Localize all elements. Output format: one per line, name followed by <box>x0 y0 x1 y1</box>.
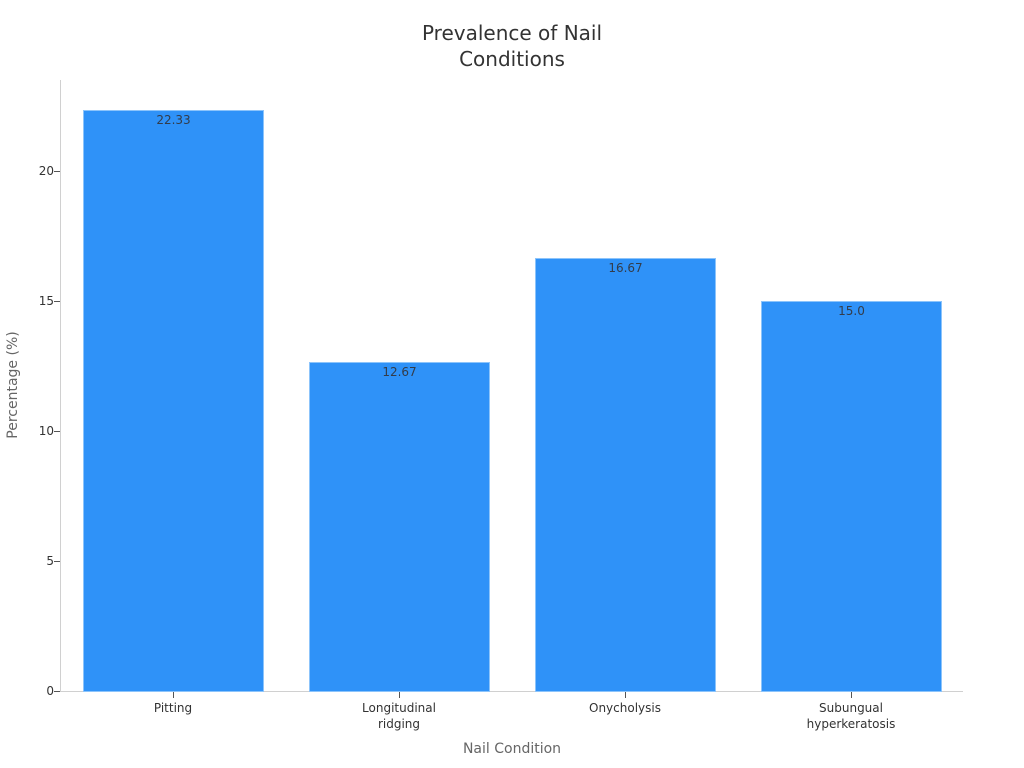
y-tick <box>54 561 60 562</box>
chart-title-line-2: Conditions <box>459 47 565 71</box>
y-tick-label: 15 <box>38 294 54 308</box>
x-tick-label: Pitting <box>83 700 263 716</box>
x-axis-label: Nail Condition <box>462 741 562 757</box>
y-tick <box>54 301 60 302</box>
y-axis-line <box>60 80 61 692</box>
x-tick-label-line: Longitudinal <box>362 701 436 715</box>
chart-title-line-1: Prevalence of Nail <box>421 21 603 45</box>
x-tick-label-line: Pitting <box>153 701 193 715</box>
x-tick-label-line: Onycholysis <box>589 701 661 715</box>
bar-value-label: 15.0 <box>838 304 865 318</box>
x-tick-label: Longitudinal ridging <box>309 700 489 732</box>
bar-value-label: 12.67 <box>382 364 417 379</box>
x-tick-label-line: hyperkeratosis <box>806 717 896 731</box>
bar <box>83 110 264 692</box>
x-tick <box>173 692 174 698</box>
x-tick <box>399 692 400 698</box>
y-tick-label: 0 <box>46 684 54 698</box>
y-tick-label: 20 <box>38 164 54 178</box>
x-tick-label-line: Subungual <box>819 701 883 715</box>
bar-value-label: 16.67 <box>608 260 643 275</box>
y-tick <box>54 691 60 692</box>
y-tick <box>54 171 60 172</box>
x-tick <box>851 692 852 698</box>
x-tick-label-line: ridging <box>377 717 421 731</box>
x-axis-line <box>60 691 963 692</box>
y-axis-label: Percentage (%) <box>5 331 21 439</box>
x-tick-label: Subungual hyperkeratosis <box>761 700 941 732</box>
bar-value-label: 22.33 <box>156 113 191 128</box>
y-tick-label: 10 <box>38 424 54 438</box>
x-tick-label: Onycholysis <box>535 700 715 716</box>
bar <box>535 257 716 692</box>
x-tick <box>625 692 626 698</box>
y-tick-label: 5 <box>46 554 54 568</box>
chart-title: Prevalence of Nail Conditions <box>0 20 1024 72</box>
y-tick <box>54 431 60 432</box>
bar <box>761 301 942 692</box>
bar <box>309 361 490 692</box>
